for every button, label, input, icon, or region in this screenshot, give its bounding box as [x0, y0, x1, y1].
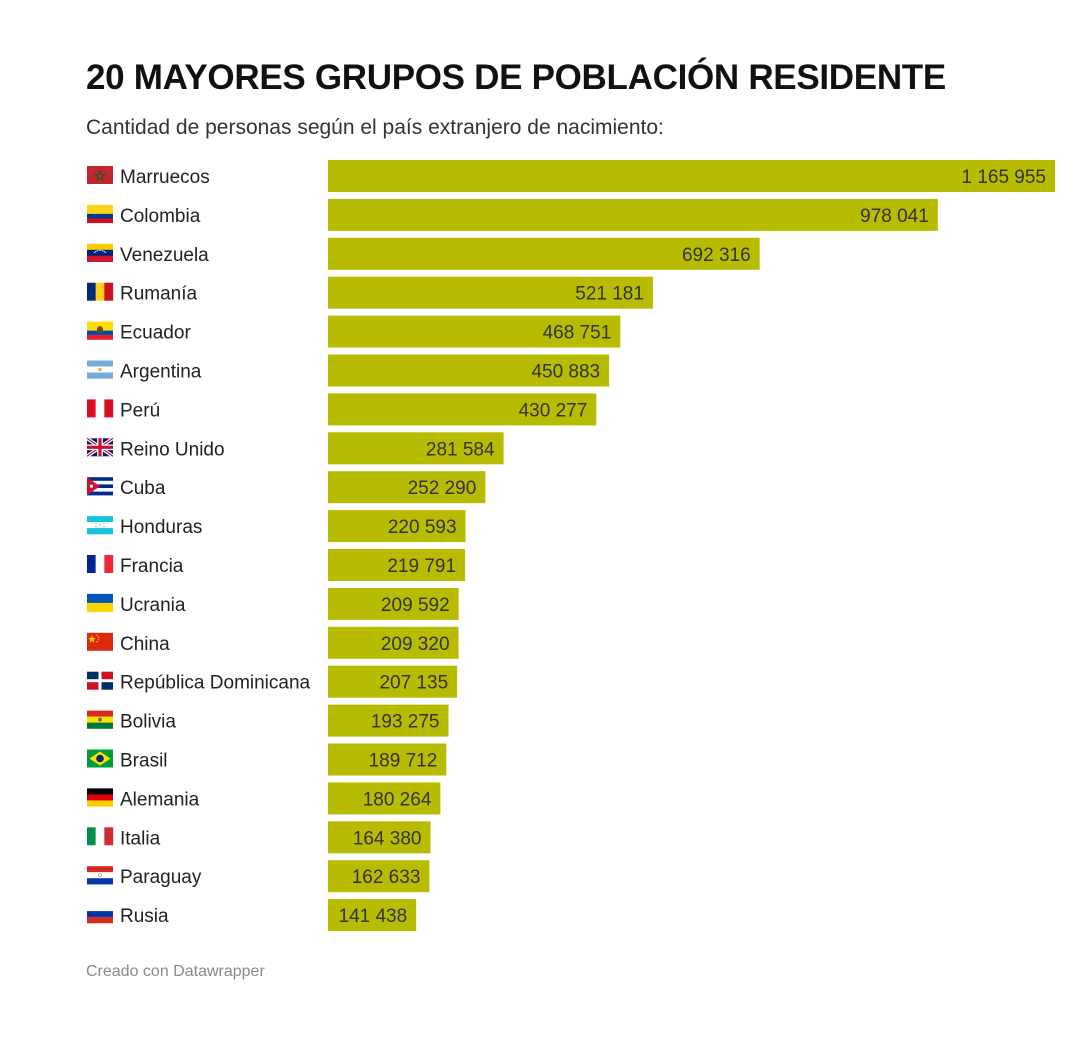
brazil-flag-icon [87, 749, 113, 768]
united-kingdom-flag-icon [85, 436, 115, 458]
colombia-flag-icon [87, 204, 113, 224]
category-label: Colombia [120, 206, 201, 227]
bar [328, 471, 486, 504]
bar [328, 743, 447, 776]
romania-flag-icon [87, 282, 114, 301]
value-label: 209 592 [381, 595, 450, 616]
value-label: 220 593 [388, 517, 457, 538]
category-label: Paraguay [120, 867, 202, 888]
argentina-flag-icon [87, 360, 113, 379]
france-flag-icon [87, 555, 114, 573]
bar [328, 665, 458, 698]
category-label: Rumanía [120, 284, 198, 305]
cuba-flag-icon [87, 477, 113, 496]
chart-subtitle: Cantidad de personas según el país extra… [86, 116, 664, 139]
category-label: Cuba [120, 478, 166, 499]
ecuador-flag-icon [87, 321, 113, 340]
value-label: 281 584 [426, 439, 495, 460]
bar [328, 821, 431, 854]
value-label: 252 290 [408, 478, 477, 499]
value-label: 180 264 [363, 789, 432, 810]
bar [328, 198, 938, 231]
value-label: 1 165 955 [961, 167, 1046, 188]
germany-flag-icon [87, 788, 113, 807]
value-label: 193 275 [371, 712, 440, 733]
china-flag-icon [87, 632, 113, 651]
bolivia-flag-icon [87, 710, 113, 729]
value-label: 450 883 [531, 362, 600, 383]
chart-title: 20 MAYORES GRUPOS DE POBLACIÓN RESIDENTE [86, 58, 946, 97]
bar [328, 899, 417, 932]
bar [328, 510, 466, 543]
category-label: Francia [120, 556, 184, 577]
russia-flag-icon [87, 905, 113, 924]
value-label: 189 712 [369, 751, 438, 772]
italy-flag-icon [87, 827, 114, 846]
value-label: 692 316 [682, 245, 751, 266]
value-label: 978 041 [860, 206, 929, 227]
value-label: 219 791 [387, 556, 456, 577]
value-label: 521 181 [575, 284, 644, 305]
category-label: Ucrania [120, 595, 186, 616]
category-label: China [120, 634, 170, 655]
value-label: 162 633 [352, 867, 421, 888]
category-label: Ecuador [120, 323, 191, 344]
ukraine-flag-icon [87, 593, 113, 613]
category-label: Honduras [120, 517, 202, 538]
bar [328, 626, 459, 659]
category-label: Perú [120, 400, 160, 421]
category-label: Marruecos [120, 167, 210, 188]
value-label: 468 751 [543, 323, 612, 344]
bar [328, 393, 597, 426]
bar-chart: Marruecos 1 165 955 Colombia 978 041 Venezue… [85, 160, 1055, 932]
bar [328, 549, 466, 581]
category-label: Venezuela [120, 245, 209, 266]
bar [328, 354, 610, 387]
bar [328, 315, 621, 348]
morocco-flag-icon [87, 166, 113, 184]
bar [328, 237, 760, 270]
bar [328, 160, 1055, 192]
category-label: Brasil [120, 751, 168, 772]
category-label: Reino Unido [120, 439, 225, 460]
value-label: 207 135 [379, 673, 448, 694]
bar [328, 860, 430, 893]
category-label: Alemania [120, 789, 200, 810]
category-label: República Dominicana [120, 673, 311, 694]
datawrapper-credit: Creado con Datawrapper [86, 963, 265, 980]
category-label: Bolivia [120, 712, 176, 733]
bar [328, 276, 653, 309]
value-label: 209 320 [381, 634, 450, 655]
bar [328, 782, 441, 815]
category-label: Argentina [120, 362, 202, 383]
dominican-republic-flag-icon [87, 671, 113, 690]
category-label: Italia [120, 828, 161, 849]
bar [328, 704, 449, 737]
category-label: Rusia [120, 906, 169, 927]
bar [328, 432, 504, 465]
paraguay-flag-icon [87, 866, 113, 885]
peru-flag-icon [87, 399, 114, 418]
bar [328, 587, 459, 620]
value-label: 164 380 [353, 828, 422, 849]
value-label: 141 438 [339, 906, 408, 927]
honduras-flag-icon [87, 516, 113, 535]
venezuela-flag-icon [87, 243, 113, 262]
value-label: 430 277 [519, 400, 588, 421]
